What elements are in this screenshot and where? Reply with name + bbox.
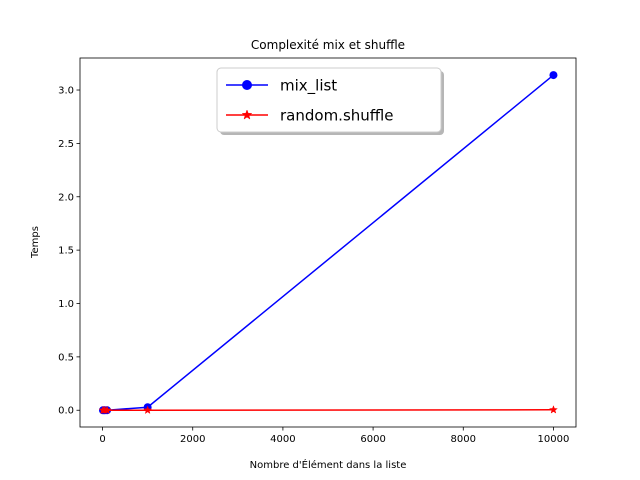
legend-entry: mix_list (226, 77, 337, 96)
x-tick-label: 6000 (360, 434, 385, 445)
series-random-shuffle (98, 405, 558, 415)
data-point (548, 405, 558, 414)
chart-title: Complexité mix et shuffle (251, 38, 405, 52)
x-tick-label: 4000 (270, 434, 295, 445)
y-tick-label: 0.5 (58, 352, 74, 363)
y-tick-label: 1.0 (58, 299, 74, 310)
legend-box (216, 67, 442, 133)
x-tick-label: 2000 (180, 434, 205, 445)
plot-area: 0 2000 4000 6000 8000 10000 0.0 0.5 1.0 1.5 2.0 2.5… (58, 57, 577, 445)
legend-label: mix_list (280, 77, 337, 96)
axes-frame (79, 57, 577, 428)
y-tick-label: 3.0 (58, 86, 74, 97)
x-tick-label: 10000 (538, 434, 570, 445)
y-tick-label: 0.0 (58, 406, 74, 417)
legend-marker (241, 109, 253, 120)
data-point (102, 405, 112, 415)
x-axis-label: Nombre d'Élément dans la liste (250, 458, 407, 471)
legend-marker (242, 80, 252, 90)
legend: mix_list random.shuffle (216, 67, 444, 135)
y-tick-label: 1.5 (58, 246, 74, 257)
legend-label: random.shuffle (280, 107, 394, 125)
x-tick-label: 0 (99, 434, 105, 445)
legend-entry: random.shuffle (226, 107, 394, 125)
y-axis-label: Temps (30, 226, 41, 259)
data-point (549, 71, 558, 80)
y-tick-label: 2.0 (58, 192, 74, 203)
y-tick-label: 2.5 (58, 139, 74, 150)
x-tick-label: 8000 (451, 434, 476, 445)
data-point (143, 405, 153, 415)
